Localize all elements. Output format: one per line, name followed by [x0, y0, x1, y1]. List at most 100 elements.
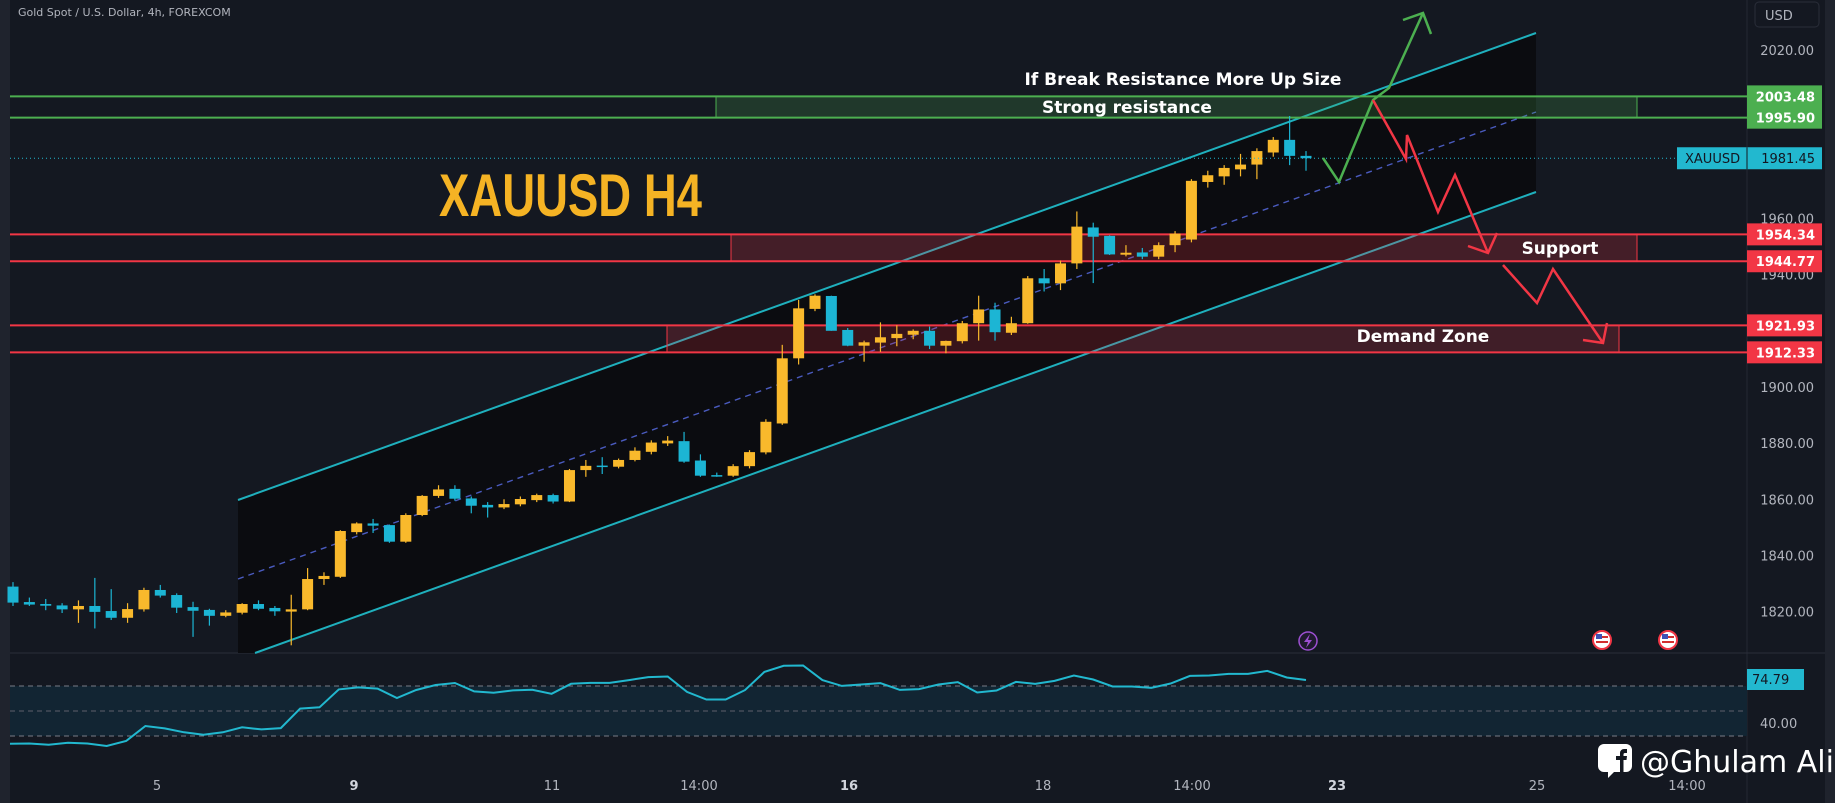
candle-body [874, 337, 886, 343]
price-tick-label: 1860.00 [1760, 493, 1814, 508]
candle-body [891, 333, 903, 339]
price-tick-label: 1880.00 [1760, 437, 1814, 452]
candle-body [1235, 164, 1247, 170]
chart-title-annotation[interactable]: XAUUSD H4 [439, 162, 702, 229]
candle-body [973, 309, 985, 324]
price-tick-label: 1900.00 [1760, 381, 1814, 396]
candle [465, 496, 477, 514]
time-axis[interactable]: 5 9 11 14:00 16 18 14:00 23 25 14:00 [153, 779, 1706, 794]
candle-body [1185, 180, 1197, 240]
support-label[interactable]: Support [1522, 239, 1599, 259]
candle-body [220, 612, 232, 616]
candle [825, 295, 837, 331]
candle-body [56, 605, 68, 610]
currency-button[interactable] [1754, 1, 1820, 28]
rsi-value-label: 74.79 [1752, 673, 1789, 688]
candle [302, 568, 314, 611]
time-tick-label: 25 [1529, 779, 1546, 794]
demand-zone-label[interactable]: Demand Zone [1357, 327, 1490, 347]
candle-body [776, 358, 788, 424]
candle [727, 464, 739, 477]
price-tick-label: 1840.00 [1760, 549, 1814, 564]
candle [1218, 165, 1230, 185]
candle [1136, 247, 1148, 260]
candle-body [744, 452, 756, 467]
candle-body [547, 495, 559, 502]
candle [547, 493, 559, 504]
candle-body [416, 495, 428, 516]
bearish-path-arrow-2[interactable] [1502, 264, 1605, 344]
candle-body [154, 589, 166, 596]
candle-body [1300, 155, 1312, 159]
candle [122, 603, 134, 623]
candle-body [465, 498, 477, 506]
candle-body [1022, 278, 1034, 324]
candle-body [40, 604, 52, 606]
us-flag-icon[interactable] [1658, 630, 1678, 650]
candle [187, 601, 199, 637]
right-scrollbar[interactable] [1825, 0, 1835, 803]
price-axis[interactable]: USD 2020.001960.001940.001900.001880.001… [1677, 1, 1822, 621]
candle [40, 598, 52, 611]
candle [1104, 235, 1116, 255]
candle-body [433, 489, 445, 496]
candle [973, 295, 985, 341]
candle [154, 584, 166, 598]
lightning-icon[interactable] [1298, 631, 1318, 651]
candle [1235, 153, 1247, 177]
candle [23, 597, 35, 606]
candle [858, 340, 870, 362]
candle-body [907, 330, 919, 335]
candle-body [1120, 252, 1132, 255]
candle [138, 587, 150, 612]
candle-body [253, 604, 265, 609]
resistance-bottom-tag-label: 1995.90 [1756, 112, 1815, 127]
support-top-tag [1747, 223, 1822, 246]
price-tick-label: 2020.00 [1760, 44, 1814, 59]
symbol-title[interactable]: Gold Spot / U.S. Dollar, 4h, FOREXCOM [18, 6, 231, 19]
candle-body [596, 465, 608, 468]
candle-body [138, 589, 150, 610]
candle [1071, 211, 1083, 270]
candle-body [498, 504, 510, 508]
channel-median-line[interactable] [237, 111, 1537, 580]
candle [1284, 115, 1296, 166]
candle [1169, 231, 1181, 253]
candle [56, 603, 68, 614]
candle [482, 502, 494, 518]
parallel-channel[interactable] [237, 32, 1537, 654]
candle [711, 472, 723, 477]
resistance-label[interactable]: Strong resistance [1042, 98, 1212, 118]
channel-upper-line[interactable] [237, 32, 1537, 501]
candle [760, 419, 772, 455]
time-tick-label: 5 [153, 779, 161, 794]
rsi-pane[interactable]: 74.79 40.00 [9, 664, 1804, 748]
candle [596, 457, 608, 475]
candle-body [825, 295, 837, 331]
demand-top-tag [1747, 314, 1822, 337]
candle-body [760, 421, 772, 453]
candle [269, 605, 281, 616]
rsi-axis-tick: 40.00 [1760, 717, 1797, 732]
channel-lower-line[interactable] [254, 191, 1537, 654]
us-flag-icon[interactable] [1592, 630, 1612, 650]
price-tick-label: 1940.00 [1760, 269, 1814, 284]
candle-body [956, 323, 968, 342]
breakout-note-label[interactable]: If Break Resistance More Up Size [1025, 70, 1342, 90]
candle [1054, 260, 1066, 291]
candle-body [72, 605, 84, 610]
candle [907, 329, 919, 340]
candle [105, 589, 117, 621]
candle-body [924, 330, 936, 346]
candle-body [318, 575, 330, 580]
demand-zone[interactable] [666, 324, 1620, 353]
currency-button-label: USD [1765, 9, 1793, 24]
last-price-tag [1677, 147, 1822, 170]
candles [7, 115, 1312, 646]
candle-body [400, 515, 412, 542]
time-tick-label: 11 [544, 779, 561, 794]
bearish-path-arrow-1[interactable] [1371, 99, 1490, 254]
time-tick-label: 9 [349, 779, 358, 794]
support-zone[interactable] [730, 233, 1638, 262]
